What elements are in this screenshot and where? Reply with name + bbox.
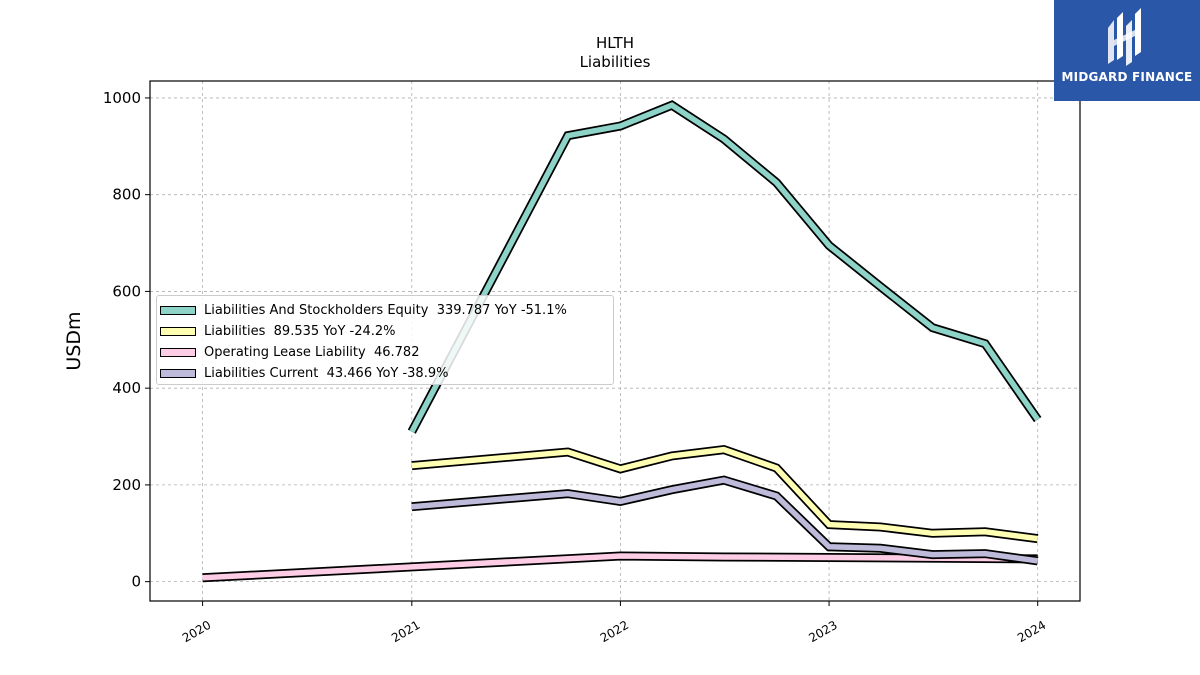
series-fill bbox=[411, 446, 1039, 542]
y-tick-label: 0 bbox=[131, 573, 141, 591]
y-tick-label: 200 bbox=[112, 476, 141, 494]
legend-swatch bbox=[160, 327, 196, 336]
y-axis-label: USDm bbox=[63, 311, 85, 370]
plot-frame bbox=[149, 80, 1081, 602]
series-line-1 bbox=[411, 445, 1039, 544]
legend-label: Operating Lease Liability 46.782 bbox=[204, 345, 420, 360]
legend-label: Liabilities 89.535 YoY -24.2% bbox=[204, 324, 396, 339]
series-outline bbox=[411, 475, 1039, 566]
y-tick-label: 400 bbox=[112, 379, 141, 397]
y-tick-label: 600 bbox=[112, 282, 141, 300]
legend-swatch bbox=[160, 369, 196, 378]
series-fill bbox=[409, 102, 1040, 433]
legend-swatch bbox=[160, 306, 196, 315]
y-tick-label: 800 bbox=[112, 186, 141, 204]
chart-subtitle: Liabilities bbox=[580, 53, 651, 71]
chart-legend: Liabilities And Stockholders Equity 339.… bbox=[156, 295, 614, 385]
legend-entry: Liabilities And Stockholders Equity 339.… bbox=[160, 300, 613, 321]
series-fill bbox=[411, 477, 1039, 564]
legend-label: Liabilities And Stockholders Equity 339.… bbox=[204, 303, 567, 318]
x-tick-label: 2024 bbox=[1015, 618, 1048, 645]
legend-label: Liabilities Current 43.466 YoY -38.9% bbox=[204, 366, 449, 381]
grid bbox=[150, 81, 1080, 601]
x-tick-label: 2021 bbox=[389, 618, 422, 645]
legend-entry: Operating Lease Liability 46.782 bbox=[160, 342, 613, 363]
legend-entry: Liabilities Current 43.466 YoY -38.9% bbox=[160, 363, 613, 384]
series-line-3 bbox=[411, 475, 1039, 566]
legend-swatch bbox=[160, 348, 196, 357]
legend-entry: Liabilities 89.535 YoY -24.2% bbox=[160, 321, 613, 342]
y-tick-label: 1000 bbox=[103, 89, 141, 107]
brand-logo: MIDGARD FINANCE bbox=[1054, 0, 1200, 101]
series-line-0 bbox=[407, 100, 1042, 434]
series-outline bbox=[411, 445, 1039, 544]
x-tick-label: 2020 bbox=[180, 618, 213, 645]
chart-title: HLTH bbox=[596, 34, 634, 52]
midgard-logo-icon bbox=[1108, 8, 1141, 66]
series-layer bbox=[202, 100, 1042, 583]
series-line-2 bbox=[202, 551, 1038, 583]
series-fill bbox=[202, 553, 1038, 581]
x-tick-label: 2022 bbox=[598, 618, 631, 645]
brand-name: MIDGARD FINANCE bbox=[1061, 70, 1193, 84]
x-tick-label: 2023 bbox=[806, 618, 839, 645]
